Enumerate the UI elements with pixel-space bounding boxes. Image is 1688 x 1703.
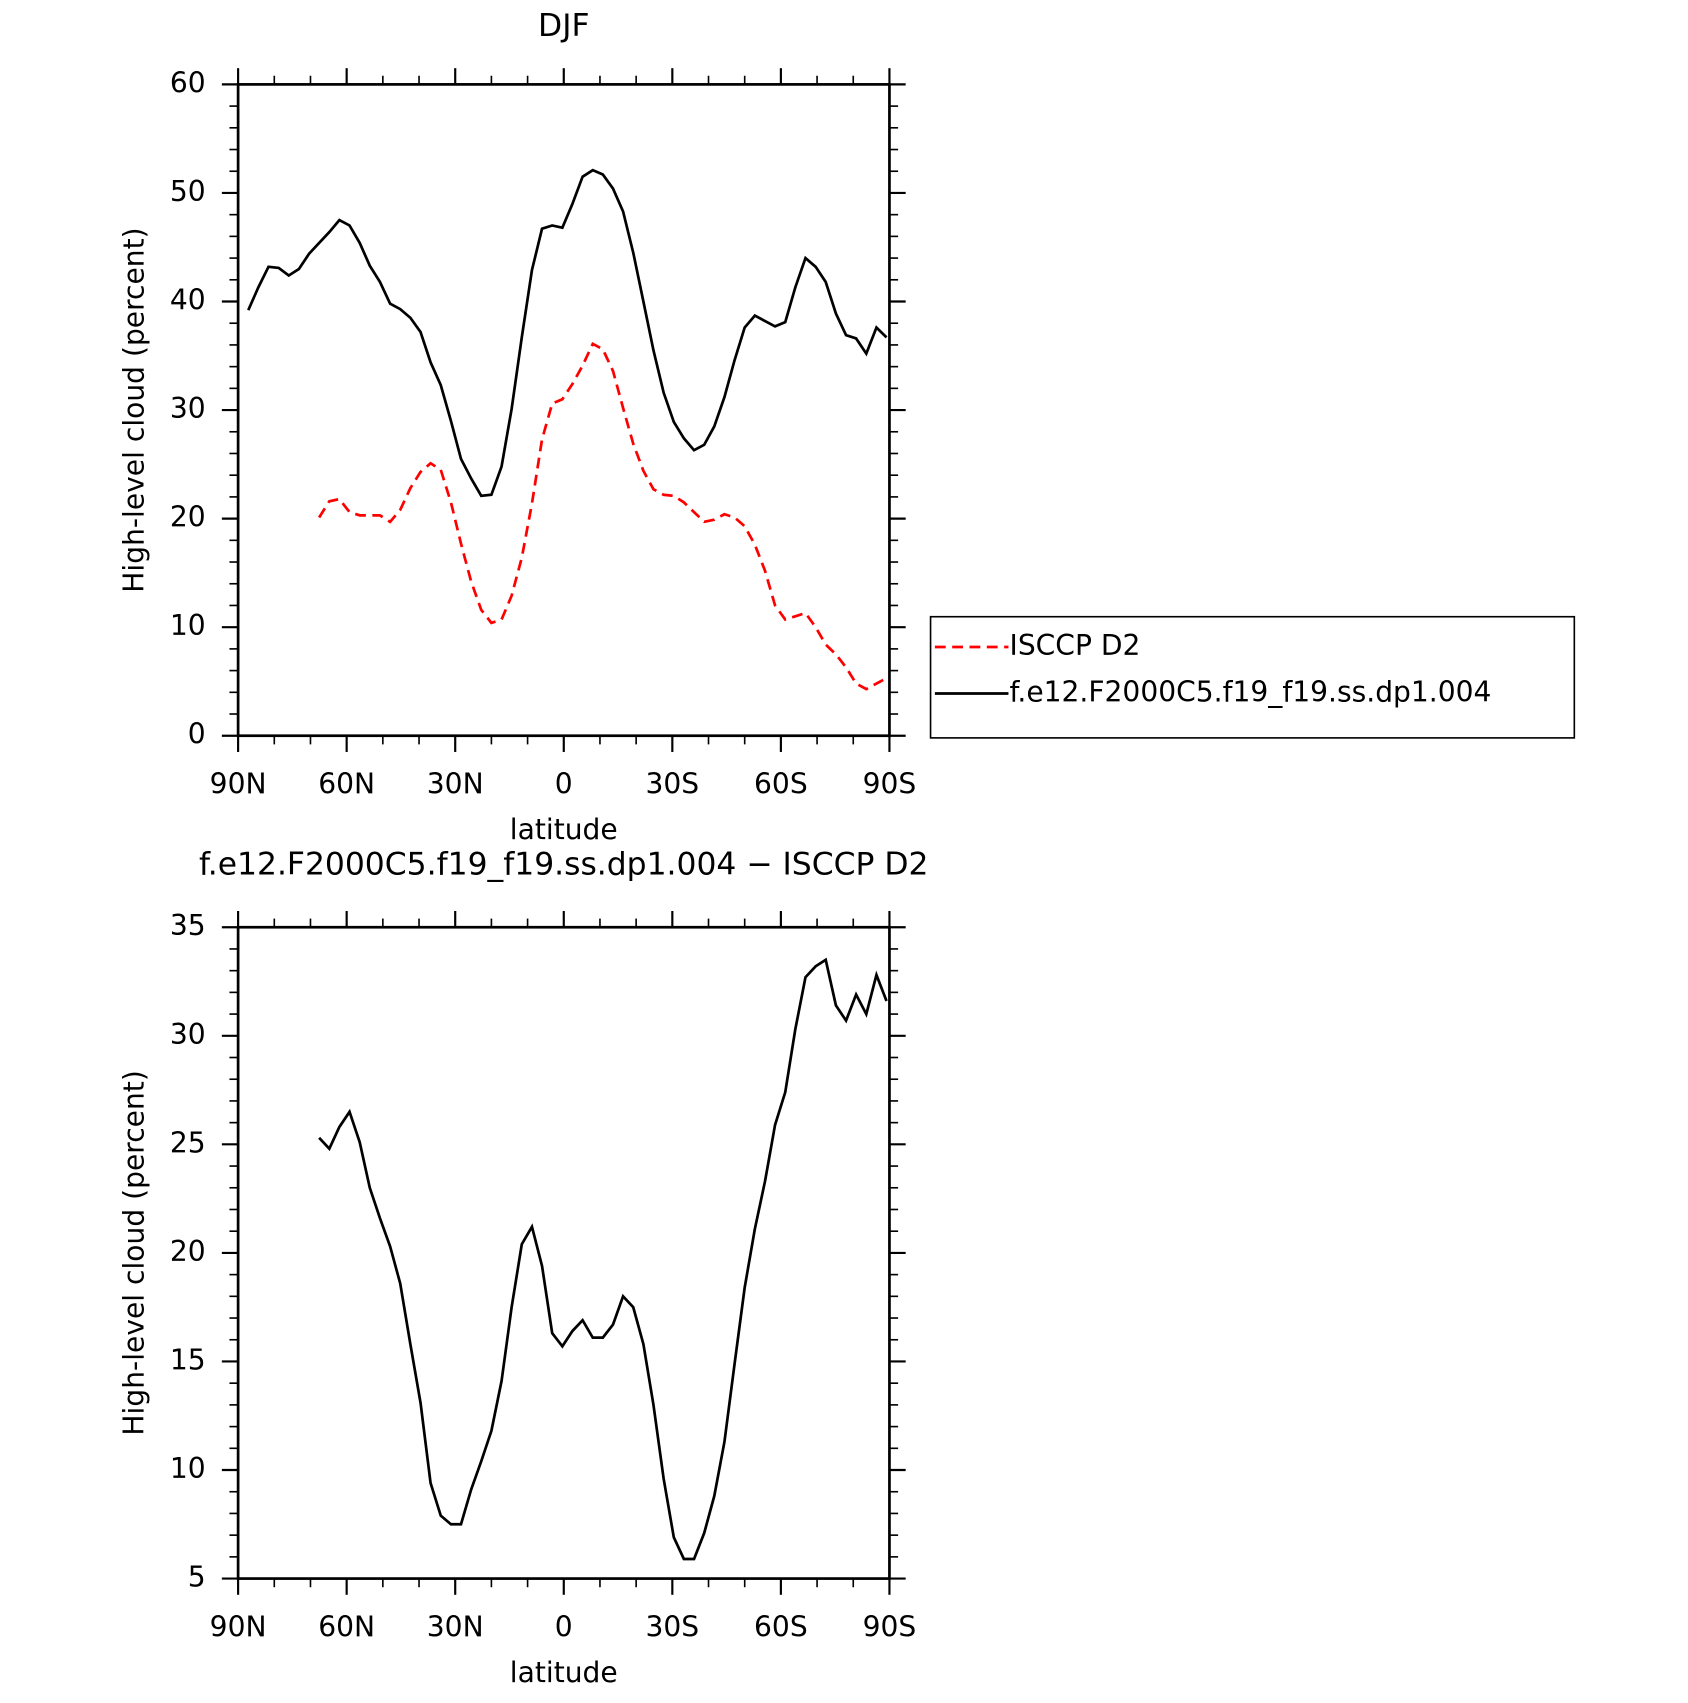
y-tick-label: 5 <box>188 1561 206 1594</box>
y-tick-label: 20 <box>170 1235 206 1268</box>
chart-title: f.e12.F2000C5.f19_f19.ss.dp1.004 − ISCCP… <box>199 847 928 883</box>
data-line <box>247 168 888 498</box>
x-tick-label: 30S <box>646 1610 700 1643</box>
y-tick-label: 20 <box>170 501 206 534</box>
x-tick-label: 0 <box>555 768 573 801</box>
legend-box <box>929 615 1576 739</box>
plot-frame <box>236 925 891 1580</box>
x-tick-label: 0 <box>555 1610 573 1643</box>
y-tick-label: 25 <box>170 1126 206 1159</box>
y-tick-label: 35 <box>170 909 206 942</box>
legend-label: f.e12.F2000C5.f19_f19.ss.dp1.004 <box>1010 676 1492 709</box>
y-tick-label: 40 <box>170 284 206 317</box>
y-tick-label: 30 <box>170 392 206 425</box>
x-tick-label: 60S <box>754 768 808 801</box>
y-tick-label: 10 <box>170 1452 206 1485</box>
y-tick-label: 15 <box>170 1343 206 1376</box>
x-tick-label: 90N <box>210 1610 267 1643</box>
legend-label: ISCCP D2 <box>1010 629 1141 662</box>
y-tick-label: 60 <box>170 66 206 99</box>
plot-frame <box>236 83 891 738</box>
x-tick-label: 60N <box>318 768 375 801</box>
x-tick-label: 60S <box>754 1610 808 1643</box>
y-axis-label: High-level cloud (percent) <box>117 1070 150 1435</box>
y-tick-label: 50 <box>170 175 206 208</box>
x-axis-label: latitude <box>510 813 618 846</box>
y-tick-label: 30 <box>170 1018 206 1051</box>
chart-title: DJF <box>538 8 589 44</box>
x-tick-label: 90S <box>863 1610 917 1643</box>
data-line <box>318 957 888 1561</box>
y-axis-label: High-level cloud (percent) <box>117 227 150 592</box>
y-tick-label: 0 <box>188 718 206 751</box>
chart: DJF latitude High-level cloud (percent) 0 10… <box>117 8 1576 846</box>
chart: f.e12.F2000C5.f19_f19.ss.dp1.004 − ISCCP… <box>117 847 928 1689</box>
y-tick-label: 10 <box>170 609 206 642</box>
x-tick-label: 90S <box>863 768 917 801</box>
data-line <box>317 341 888 691</box>
x-tick-label: 30S <box>646 768 700 801</box>
x-axis-label: latitude <box>510 1656 618 1689</box>
x-tick-label: 30N <box>427 768 484 801</box>
legend: ISCCP D2 f.e12.F2000C5.f19_f19.ss.dp1.004 <box>929 615 1576 739</box>
x-tick-label: 30N <box>427 1610 484 1643</box>
x-tick-label: 60N <box>318 1610 375 1643</box>
x-tick-label: 90N <box>210 768 267 801</box>
